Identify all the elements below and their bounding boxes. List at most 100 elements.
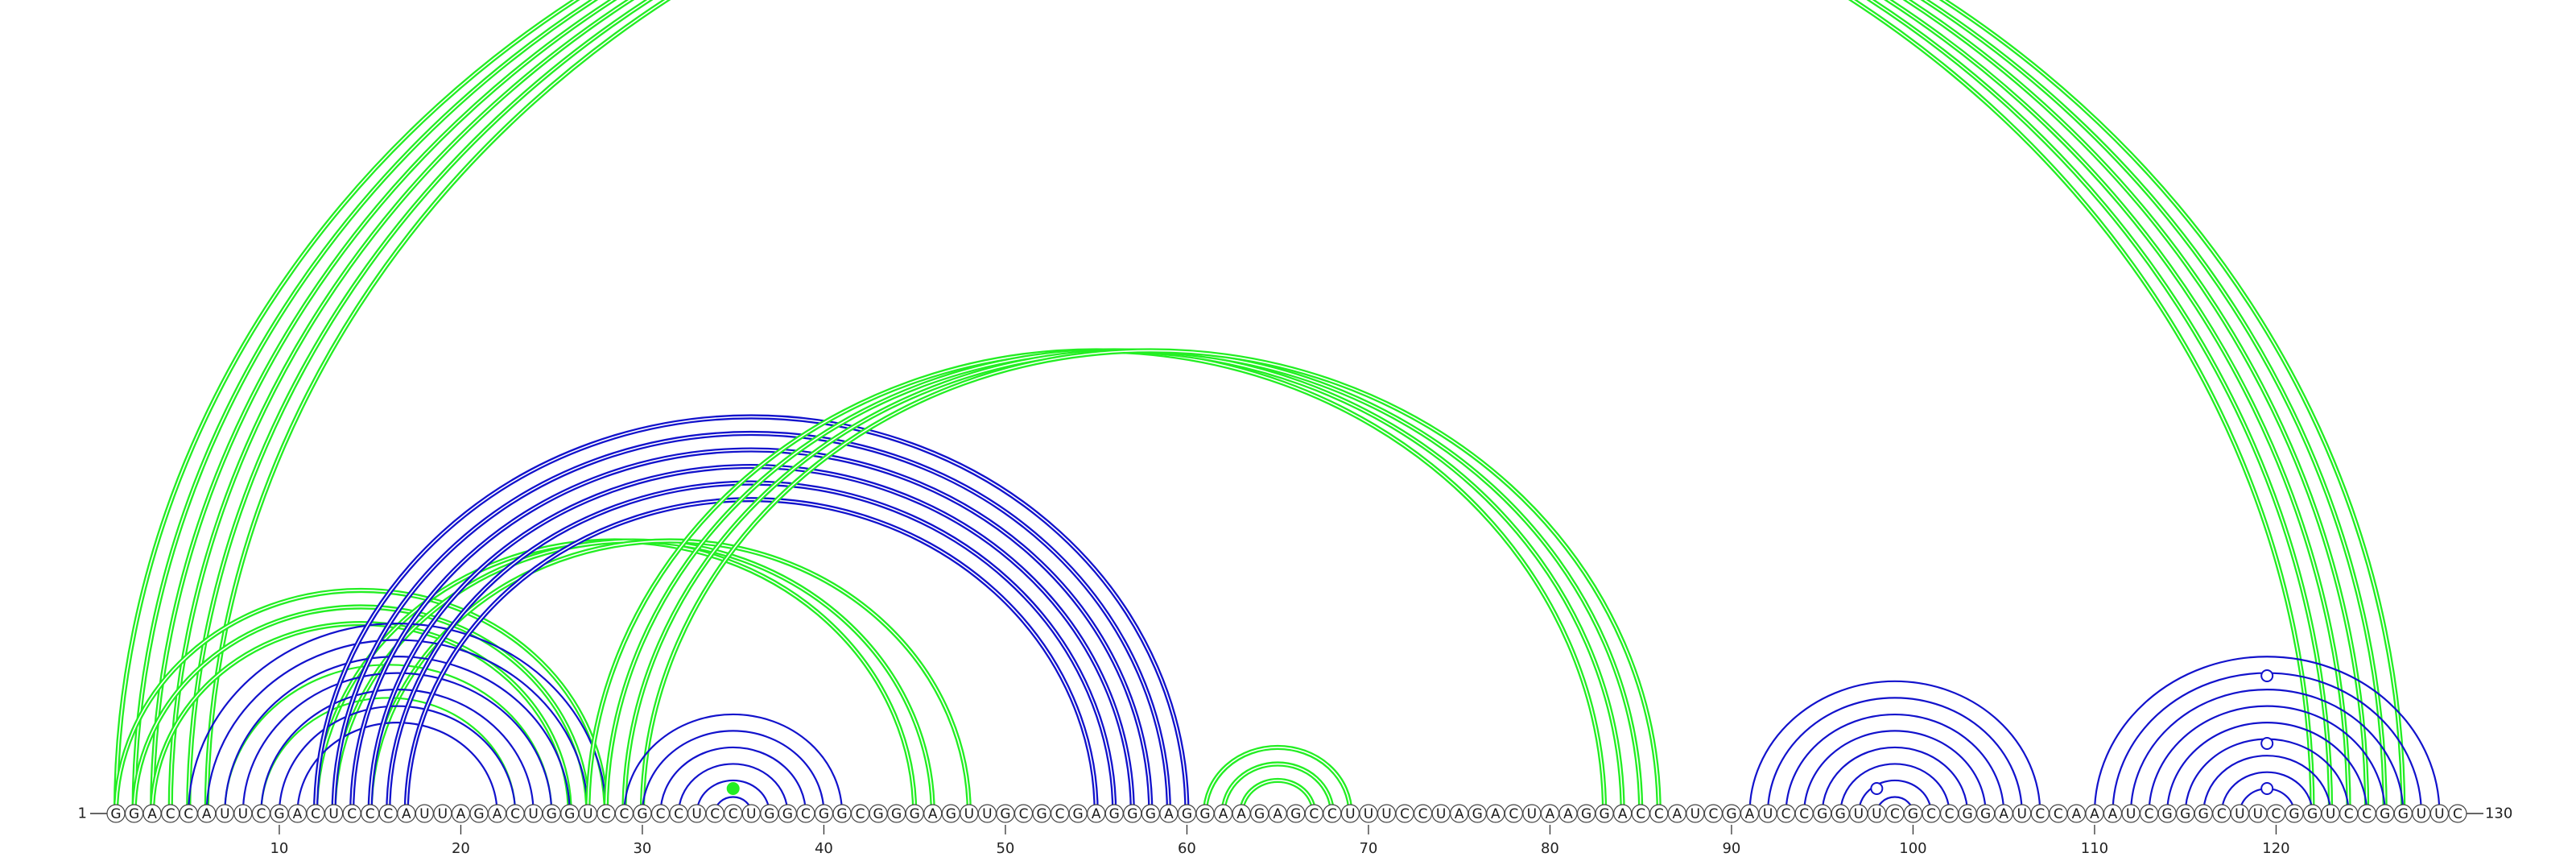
arc-blue-29-41 (623, 713, 844, 814)
arc-blue-32-38 (677, 763, 789, 814)
nucleotide-letter: G (1290, 806, 1301, 822)
nucleotide-letter: U (1872, 806, 1881, 822)
nucleotide-letter: C (674, 806, 683, 822)
nucleotide-letter: G (910, 806, 920, 822)
nucleotide-letter: C (383, 806, 393, 822)
nucleotide-letter: A (456, 806, 466, 822)
nucleotide-letter: G (891, 806, 902, 822)
nucleotide-letter: C (1309, 806, 1319, 822)
nucleotide-letter: G (1980, 806, 1991, 822)
nucleotide-letter: U (1854, 806, 1864, 822)
nucleotide-letter: C (1890, 806, 1900, 822)
arc-blue-6-27 (205, 639, 589, 814)
nucleotide-letter: A (1672, 806, 1682, 822)
tick-label: 10 (270, 840, 288, 857)
nucleotide-letter: G (1581, 806, 1591, 822)
nucleotide-letter: G (2198, 806, 2209, 822)
nucleotide-letter: C (510, 806, 520, 822)
nucleotide-letter: G (564, 806, 575, 822)
nucleotide-letter: A (493, 806, 502, 822)
nucleotide-letter: U (220, 806, 229, 822)
arc-blue-30-40 (641, 730, 825, 814)
arc-blue-91-107 (1748, 680, 2041, 814)
arc-blue-115-124 (2184, 738, 2350, 814)
tick-label: 60 (1178, 840, 1196, 857)
arc-blue-7-26 (224, 655, 571, 814)
nucleotide-letter: G (1254, 806, 1265, 822)
nucleotide-letter: U (419, 806, 429, 822)
arc-blue-12-60-gap (315, 416, 1188, 814)
nucleotide-letter: G (2398, 806, 2409, 822)
arc-green-61-69-gap (1204, 747, 1352, 814)
sequence-start-label: 1 (78, 805, 87, 822)
nucleotide-letter: U (2326, 806, 2335, 822)
nucleotide-letter: U (1436, 806, 1446, 822)
sequence-end-label: 130 (2485, 805, 2512, 822)
nucleotide-letter: G (1963, 806, 1973, 822)
nucleotide-letter: C (2145, 806, 2154, 822)
nucleotide-letter: A (293, 806, 303, 822)
arc-green-27-83 (585, 348, 1608, 814)
nucleotide-letter: C (2054, 806, 2063, 822)
nucleotide-letter: C (1799, 806, 1809, 822)
tick-label: 40 (815, 840, 833, 857)
arc-green-2-123 (134, 0, 2331, 814)
nucleotide-letter: C (2217, 806, 2227, 822)
arc-green-3-26-gap (151, 623, 571, 814)
arc-blue-113-126 (2148, 705, 2386, 814)
nucleotide-letter: C (347, 806, 357, 822)
tick-label: 20 (452, 840, 470, 857)
arc-green-63-67-gap (1241, 780, 1315, 814)
tick-label: 100 (1899, 840, 1926, 857)
nucleotide-letter: G (1073, 806, 1084, 822)
arc-blue-116-123 (2202, 755, 2332, 814)
nucleotide-letter: U (528, 806, 538, 822)
nucleotide-letter: U (964, 806, 974, 822)
nucleotide-letter: G (764, 806, 774, 822)
tick-layer: 10 20 30 40 50 60 70 80 90 100 110 120 (270, 825, 2290, 857)
nucleotide-letter: G (873, 806, 884, 822)
arc-blue-33-37 (696, 779, 770, 814)
nucleotide-letter: A (402, 806, 411, 822)
arc-blue-94-104 (1803, 730, 1987, 814)
arc-green-9-23 (260, 697, 517, 814)
nucleotide-letter: A (1745, 806, 1755, 822)
tick-label: 120 (2262, 840, 2289, 857)
nucleotide-letter: C (1654, 806, 1664, 822)
nucleotide-letter: G (129, 806, 139, 822)
arc-green-1-28-gap (115, 590, 607, 814)
nucleotide-letter: G (1199, 806, 1210, 822)
pair-marker (2260, 669, 2274, 682)
nucleotide-letter: G (2180, 806, 2190, 822)
nucleotide-letter: A (147, 806, 157, 822)
nucleotide-letter: U (2017, 806, 2027, 822)
arc-green-27-83-gap (587, 350, 1605, 814)
nucleotide-letter: C (1636, 806, 1645, 822)
arc-blue-97-101 (1857, 779, 1933, 814)
nucleotide-letter: U (2235, 806, 2244, 822)
nucleotide-letter: U (1364, 806, 1373, 822)
nucleotide-letter: G (2289, 806, 2299, 822)
nucleotide-letter: C (2344, 806, 2354, 822)
arc-blue-110-129 (2093, 655, 2441, 814)
arc-blue-95-103 (1821, 746, 1969, 814)
nucleotide-letter: C (710, 806, 720, 822)
nucleotide-letter: C (801, 806, 811, 822)
nucleotide-letter: C (1019, 806, 1029, 822)
nucleotide-letter: U (2417, 806, 2426, 822)
nucleotide-letter: G (473, 806, 484, 822)
nucleotide-letter: C (1781, 806, 1791, 822)
nucleotide-letter: G (1726, 806, 1736, 822)
nucleotide-letter: U (2126, 806, 2136, 822)
nucleotide-letter: G (637, 806, 647, 822)
arcs-layer (115, 0, 2441, 814)
nucleotide-letter: C (601, 806, 611, 822)
nucleotide-letter: A (1092, 806, 1101, 822)
arc-blue-93-105 (1785, 713, 2005, 814)
nucleotide-letter: G (1600, 806, 1610, 822)
arc-green-1-122-gap (116, 0, 2313, 814)
pair-marker (726, 782, 740, 795)
tick-label: 90 (1722, 840, 1740, 857)
